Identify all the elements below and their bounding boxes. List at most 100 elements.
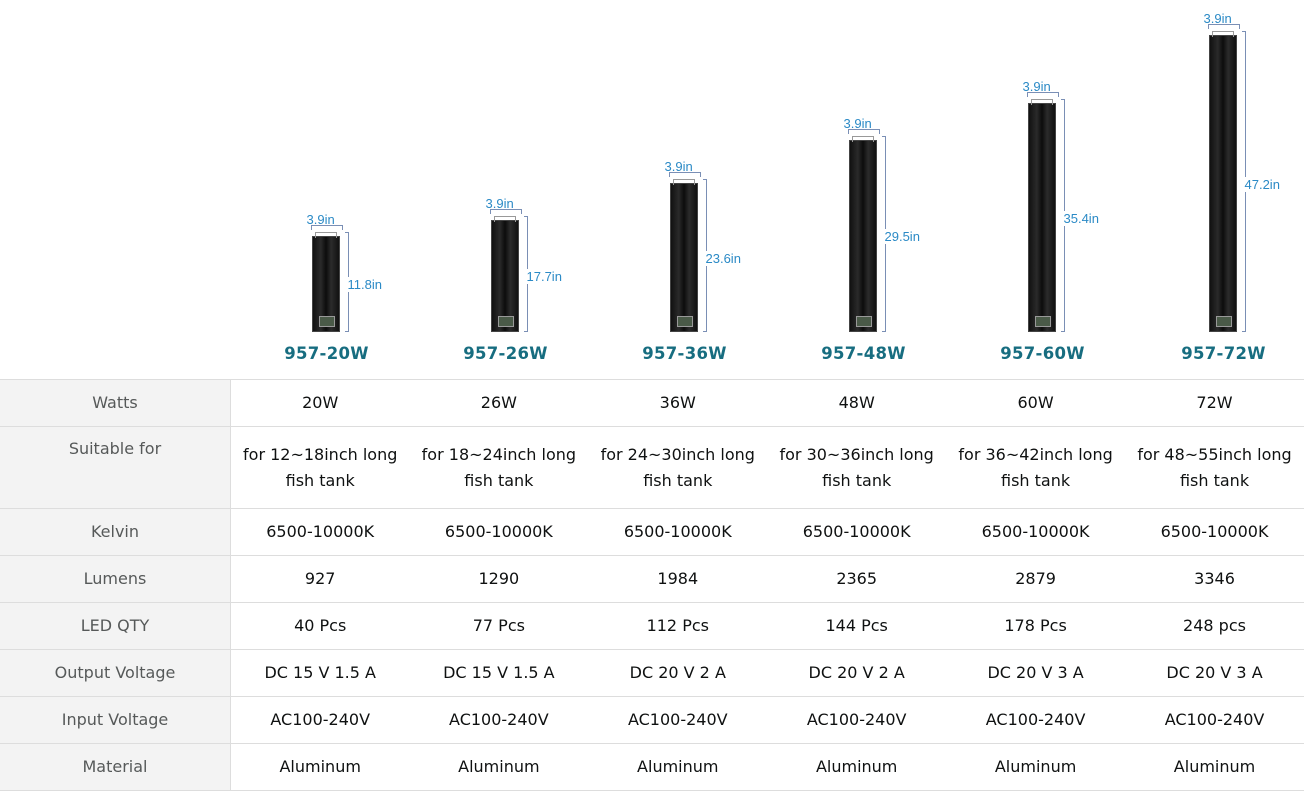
cell-value: for 18~24inch long fish tank	[409, 426, 589, 509]
cell-value: DC 15 V 1.5 A	[230, 649, 410, 697]
controller-display-icon	[1034, 316, 1051, 327]
model-name: 957-26W	[463, 344, 548, 363]
controller-display-icon	[855, 316, 872, 327]
model-name: 957-36W	[642, 344, 727, 363]
width-dimension-bracket	[668, 172, 701, 177]
row-label: Input Voltage	[0, 696, 231, 744]
length-dimension-label: 29.5in	[884, 229, 920, 244]
length-dimension-label: 17.7in	[526, 269, 562, 284]
cell-value: DC 20 V 3 A	[946, 649, 1126, 697]
cell-value: Aluminum	[230, 743, 410, 791]
cell-value: 6500-10000K	[409, 508, 589, 556]
product-column: 3.9in 23.6in 957-36W	[595, 0, 774, 380]
product-column: 3.9in 47.2in 957-72W	[1134, 0, 1308, 380]
cell-value: 20W	[230, 379, 410, 427]
cell-value: 6500-10000K	[767, 508, 947, 556]
controller-display-icon	[318, 316, 335, 327]
cell-value: for 12~18inch long fish tank	[230, 426, 410, 509]
cell-value: 3346	[1125, 555, 1304, 603]
table-row: Suitable for for 12~18inch long fish tank…	[0, 426, 1304, 509]
cell-value: for 36~42inch long fish tank	[946, 426, 1126, 509]
cell-value: 248 pcs	[1125, 602, 1304, 650]
cell-value: 2365	[767, 555, 947, 603]
width-dimension-bracket	[1207, 24, 1240, 29]
cell-value: 144 Pcs	[767, 602, 947, 650]
product-column: 3.9in 35.4in 957-60W	[953, 0, 1132, 380]
row-label: Lumens	[0, 555, 231, 603]
cell-value: 6500-10000K	[588, 508, 768, 556]
cell-value: Aluminum	[946, 743, 1126, 791]
width-dimension-label: 3.9in	[843, 116, 872, 131]
cell-value: AC100-240V	[1125, 696, 1304, 744]
table-row: Kelvin 6500-10000K 6500-10000K 6500-10000K 6…	[0, 508, 1304, 556]
light-fixture-image	[490, 216, 519, 332]
product-column: 3.9in 11.8in 957-20W	[237, 0, 416, 380]
cell-value: Aluminum	[409, 743, 589, 791]
light-fixture-image	[1027, 99, 1056, 332]
controller-display-icon	[1215, 316, 1232, 327]
table-row: Lumens 927 1290 1984 2365 2879 3346	[0, 555, 1304, 603]
cell-value: for 30~36inch long fish tank	[767, 426, 947, 509]
model-name: 957-60W	[1000, 344, 1085, 363]
cell-value: DC 20 V 3 A	[1125, 649, 1304, 697]
cell-value: 178 Pcs	[946, 602, 1126, 650]
width-dimension-label: 3.9in	[664, 159, 693, 174]
light-fixture-image	[669, 179, 698, 332]
model-name: 957-72W	[1181, 344, 1266, 363]
cell-value: for 48~55inch long fish tank	[1125, 426, 1304, 509]
cell-value: 6500-10000K	[1125, 508, 1304, 556]
cell-value: 72W	[1125, 379, 1304, 427]
table-row: LED QTY 40 Pcs 77 Pcs 112 Pcs 144 Pcs 178 Pcs…	[0, 602, 1304, 650]
cell-value: 1984	[588, 555, 768, 603]
width-dimension-label: 3.9in	[1203, 11, 1232, 26]
table-row: Material Aluminum Aluminum Aluminum Aluminum…	[0, 743, 1304, 791]
cell-value: AC100-240V	[767, 696, 947, 744]
width-dimension-label: 3.9in	[306, 212, 335, 227]
length-dimension-label: 23.6in	[705, 250, 741, 266]
light-fixture-image	[311, 232, 340, 332]
product-column: 3.9in 17.7in 957-26W	[416, 0, 595, 380]
row-label: LED QTY	[0, 602, 231, 650]
width-dimension-bracket	[310, 225, 343, 230]
cell-value: 60W	[946, 379, 1126, 427]
cell-value: AC100-240V	[409, 696, 589, 744]
width-dimension-label: 3.9in	[485, 196, 514, 211]
light-fixture-image	[848, 136, 877, 332]
length-dimension-label: 47.2in	[1244, 176, 1280, 192]
cell-value: Aluminum	[767, 743, 947, 791]
cell-value: DC 15 V 1.5 A	[409, 649, 589, 697]
cell-value: Aluminum	[588, 743, 768, 791]
light-fixture-image	[1208, 31, 1237, 332]
row-label: Output Voltage	[0, 649, 231, 697]
table-row: Output Voltage DC 15 V 1.5 A DC 15 V 1.5 A…	[0, 649, 1304, 697]
cell-value: 112 Pcs	[588, 602, 768, 650]
cell-value: DC 20 V 2 A	[767, 649, 947, 697]
table-row: Watts 20W 26W 36W 48W 60W 72W	[0, 379, 1304, 427]
width-dimension-bracket	[489, 209, 522, 214]
table-row: Input Voltage AC100-240V AC100-240V AC100-2…	[0, 696, 1304, 744]
cell-value: 26W	[409, 379, 589, 427]
cell-value: 6500-10000K	[946, 508, 1126, 556]
model-name: 957-20W	[284, 344, 369, 363]
length-dimension-label: 11.8in	[347, 277, 382, 292]
cell-value: 77 Pcs	[409, 602, 589, 650]
cell-value: AC100-240V	[946, 696, 1126, 744]
cell-value: 1290	[409, 555, 589, 603]
cell-value: 48W	[767, 379, 947, 427]
row-label: Kelvin	[0, 508, 231, 556]
cell-value: AC100-240V	[230, 696, 410, 744]
cell-value: 36W	[588, 379, 768, 427]
cell-value: AC100-240V	[588, 696, 768, 744]
row-label: Material	[0, 743, 231, 791]
cell-value: DC 20 V 2 A	[588, 649, 768, 697]
width-dimension-bracket	[847, 129, 880, 134]
controller-display-icon	[497, 316, 514, 327]
row-label: Watts	[0, 379, 231, 427]
row-label: Suitable for	[0, 426, 231, 509]
length-dimension-label: 35.4in	[1063, 210, 1099, 226]
width-dimension-label: 3.9in	[1022, 79, 1051, 94]
cell-value: 2879	[946, 555, 1126, 603]
model-name: 957-48W	[821, 344, 906, 363]
cell-value: 40 Pcs	[230, 602, 410, 650]
cell-value: 6500-10000K	[230, 508, 410, 556]
